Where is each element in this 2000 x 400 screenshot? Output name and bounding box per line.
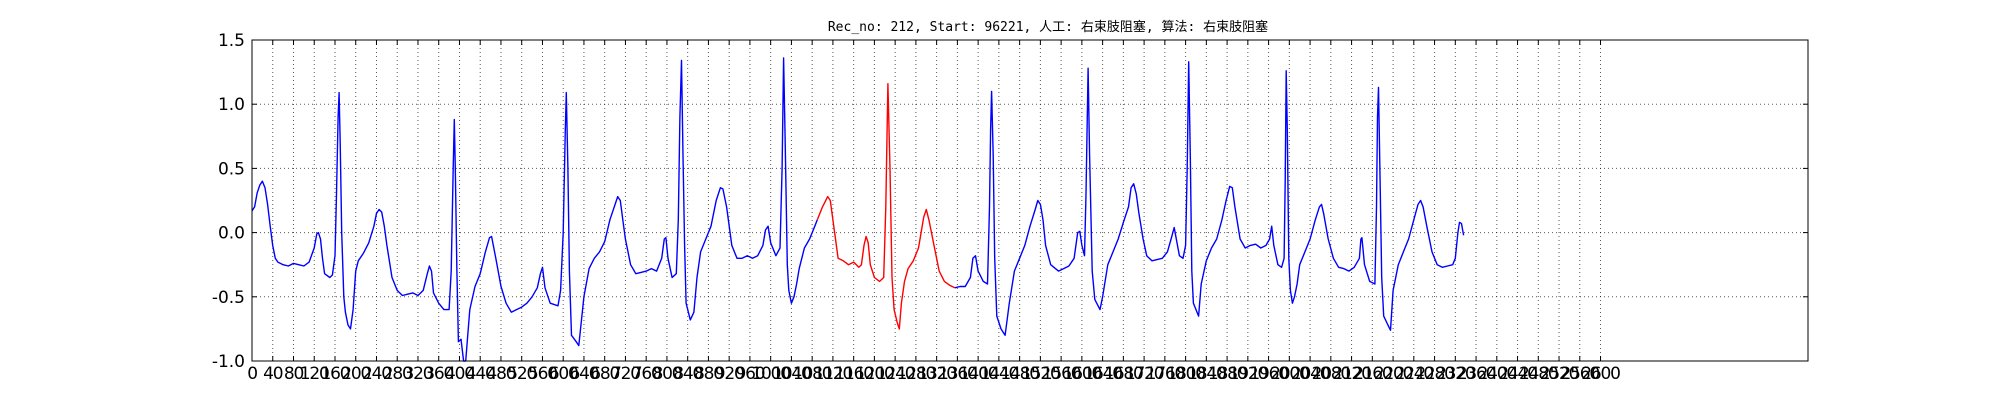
ecg-series-line [954,61,1465,336]
x-tick-label: 1760 [1146,364,1185,384]
grid-lines [251,39,1808,362]
x-tick-label: 1680 [1104,364,1143,384]
x-tick-label: 120 [300,364,329,384]
y-tick-label: 1.5 [218,31,245,51]
x-tick-label: 1200 [855,364,894,384]
x-tick-label: 520 [507,364,536,384]
x-tick-label: 960 [735,364,764,384]
x-tick-label: 400 [445,364,474,384]
x-tick-label: 280 [383,364,412,384]
x-tick-label: 40 [263,364,283,384]
x-tick-label: 440 [466,364,495,384]
x-tick-label: 480 [487,364,516,384]
x-tick-label: 1320 [917,364,956,384]
x-tick-label: 2120 [1332,364,1371,384]
x-tick-label: 2320 [1436,364,1475,384]
x-tick-label: 2240 [1395,364,1434,384]
x-axis-ticks: 0 40 8012016020024028032036040044048052056… [247,40,1621,384]
x-tick-label: 1720 [1125,364,1164,384]
x-tick-label: 1040 [772,364,811,384]
x-tick-label: 1080 [793,364,832,384]
x-tick-label: 2440 [1498,364,1537,384]
x-tick-label: 0 [247,364,257,384]
y-tick-label: -1.0 [212,352,245,372]
x-tick-label: 720 [611,364,640,384]
y-tick-label: -0.5 [212,288,245,308]
x-tick-label: 360 [424,364,453,384]
x-tick-label: 800 [653,364,682,384]
x-tick-label: 1640 [1083,364,1122,384]
x-tick-label: 1480 [1000,364,1039,384]
x-tick-label: 2360 [1457,364,1496,384]
x-tick-label: 840 [673,364,702,384]
x-tick-label: 1120 [814,364,853,384]
series-lines [251,57,1465,362]
x-tick-label: 1560 [1042,364,1081,384]
x-tick-label: 1920 [1229,364,1268,384]
x-tick-label: 1160 [834,364,873,384]
x-tick-label: 640 [570,364,599,384]
x-tick-label: 240 [362,364,391,384]
x-tick-label: 2280 [1415,364,1454,384]
y-tick-label: 0.0 [218,224,245,244]
x-tick-label: 920 [715,364,744,384]
x-tick-label: 2560 [1561,364,1600,384]
chart-title: Rec_no: 212, Start: 96221, 人工: 右束肢阻塞, 算法… [828,19,1268,35]
y-axis-ticks: -1.0 -0.5 0.0 0.5 1.0 1.5 [212,31,1808,372]
x-tick-label: 2160 [1353,364,1392,384]
x-tick-label: 600 [549,364,578,384]
x-tick-label: 80 [284,364,304,384]
x-tick-label: 680 [590,364,619,384]
ecg-series-line [251,57,818,362]
x-tick-label: 1960 [1249,364,1288,384]
y-tick-label: 1.0 [218,95,245,115]
x-tick-label: 200 [341,364,370,384]
x-tick-label: 1240 [876,364,915,384]
x-tick-label: 2000 [1270,364,1309,384]
x-tick-label: 2400 [1478,364,1517,384]
x-tick-label: 880 [694,364,723,384]
x-tick-label: 1520 [1021,364,1060,384]
x-tick-label: 2480 [1519,364,1558,384]
x-tick-label: 2600 [1581,364,1620,384]
x-tick-label: 1880 [1208,364,1247,384]
x-tick-label: 1600 [1063,364,1102,384]
plot-frame [251,39,1809,362]
x-tick-label: 560 [528,364,557,384]
x-tick-label: 1000 [751,364,790,384]
x-tick-label: 760 [632,364,661,384]
x-tick-label: 1360 [938,364,977,384]
x-tick-label: 2080 [1312,364,1351,384]
x-tick-label: 1280 [897,364,936,384]
x-tick-label: 1800 [1166,364,1205,384]
x-tick-label: 2200 [1374,364,1413,384]
x-tick-label: 1840 [1187,364,1226,384]
ecg-series-line [816,82,956,330]
x-tick-label: 160 [321,364,350,384]
y-tick-label: 0.5 [218,159,245,179]
x-tick-label: 1440 [980,364,1019,384]
x-tick-label: 1400 [959,364,998,384]
x-tick-label: 2520 [1540,364,1579,384]
x-tick-label: 320 [404,364,433,384]
x-tick-label: 2040 [1291,364,1330,384]
